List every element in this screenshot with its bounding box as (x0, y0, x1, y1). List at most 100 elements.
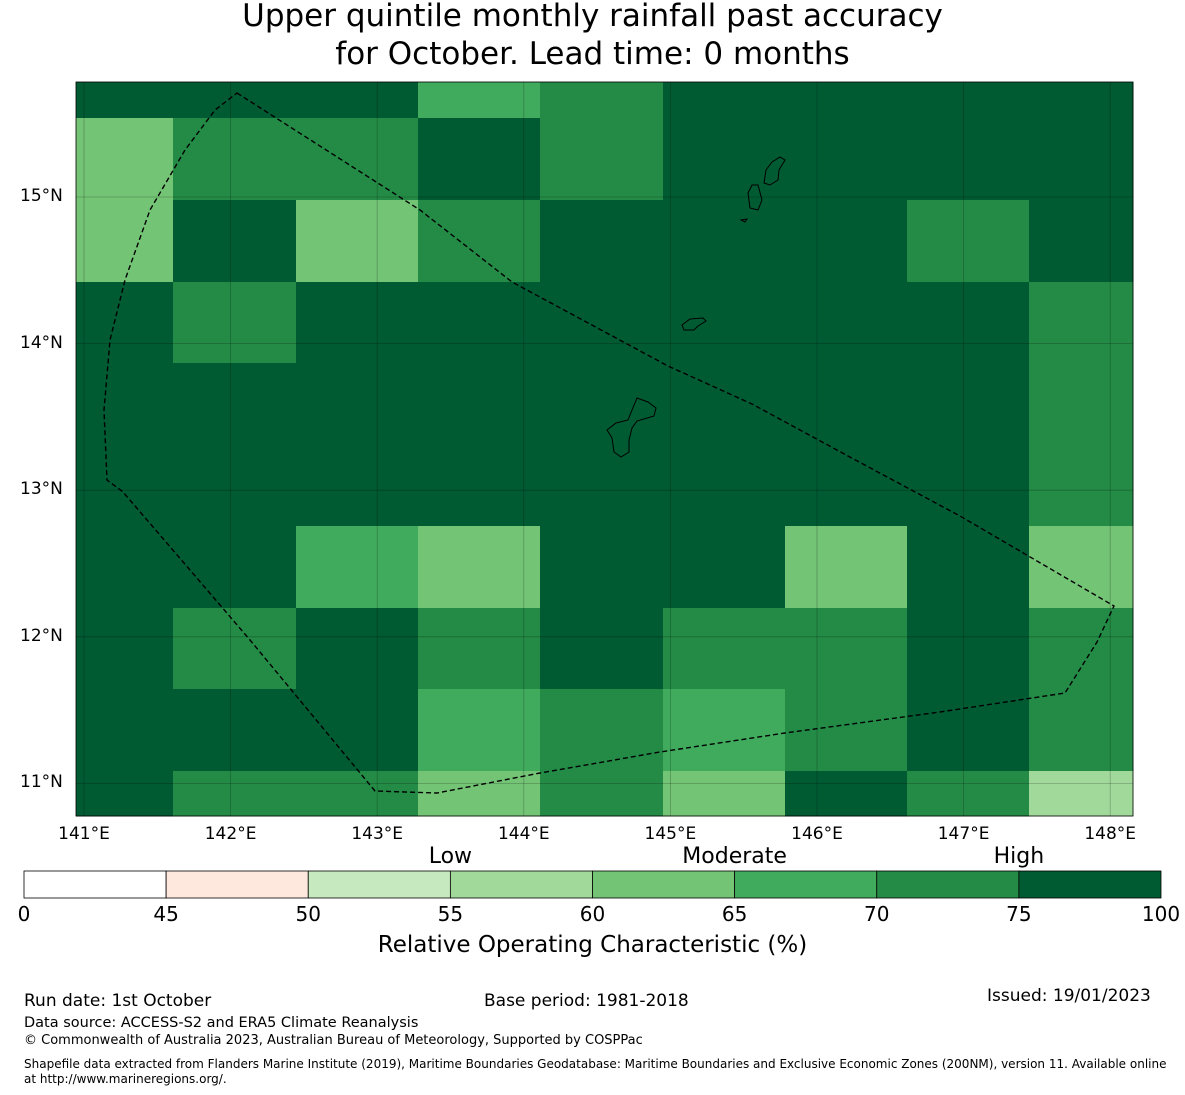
colorbar-segment (592, 870, 736, 899)
grid-cell (76, 118, 174, 201)
grid-cell (173, 282, 297, 364)
islands (606, 156, 786, 458)
map-frame (75, 81, 1134, 817)
grid-cell (173, 689, 297, 772)
grid-cell (76, 82, 174, 119)
grid-cell (296, 282, 419, 364)
grid-cell (540, 689, 664, 772)
grid-cell (418, 689, 541, 772)
colorbar-tick-label: 65 (721, 902, 748, 926)
roc-grid-cells (76, 82, 1134, 817)
grid-cell (173, 363, 297, 446)
colorbar-segment (307, 870, 451, 899)
grid-cell (296, 689, 419, 772)
grid-cell (663, 82, 786, 119)
grid-cell (296, 445, 419, 527)
grid-cell (540, 363, 664, 446)
colorbar-tick-label: 70 (864, 902, 890, 926)
grid-cell (1029, 282, 1134, 364)
grid-cell (540, 445, 664, 527)
colorbar-category-label: Low (428, 844, 473, 869)
colorbar-tick-label: 45 (153, 902, 179, 926)
grid-cell (907, 282, 1030, 364)
grid-cell (296, 608, 419, 690)
lat-tick-label: 15°N (20, 186, 63, 206)
grid-cell (76, 608, 174, 690)
grid-cell (1029, 445, 1134, 527)
grid-cell (296, 526, 419, 609)
grid-cell (173, 118, 297, 201)
colorbar-tick-label: 0 (17, 902, 31, 926)
colorbar-tick-label: 60 (579, 902, 606, 926)
grid-cell (540, 526, 664, 609)
grid-cell (76, 445, 174, 527)
lat-tick-label: 11°N (20, 772, 63, 793)
lon-tick-label: 148°E (1084, 824, 1137, 844)
colorbar (23, 870, 1162, 899)
grid-cell (173, 526, 297, 609)
grid-cell (418, 200, 541, 283)
colorbar-title: Relative Operating Characteristic (%) (377, 932, 808, 958)
issued-date: Issued: 19/01/2023 (987, 986, 1151, 1006)
grid-cell (785, 363, 908, 446)
grid-cell (76, 282, 174, 364)
shapefile-credit-line-1: Shapefile data extracted from Flanders M… (24, 1057, 1167, 1071)
lon-tick-label: 146°E (791, 824, 843, 844)
grid-cell (663, 608, 786, 690)
grid-cell (418, 445, 541, 527)
grid-cell (663, 526, 786, 609)
island-guam (606, 397, 657, 458)
grid-cell (540, 608, 664, 690)
grid-cell (540, 771, 664, 817)
colorbar-tick-label: 100 (1141, 902, 1181, 926)
grid-cell (663, 282, 786, 364)
grid-cell (1029, 526, 1134, 609)
colorbar-segment (449, 870, 593, 899)
grid-cell (173, 608, 297, 690)
graticule-lines (76, 82, 1133, 816)
shapefile-credit-line-2: at http://www.marineregions.org/. (24, 1072, 227, 1086)
colorbar-segment (165, 870, 309, 899)
grid-cell (907, 526, 1030, 609)
colorbar-tick-label: 75 (1006, 902, 1032, 926)
lon-tick-label: 147°E (937, 824, 990, 844)
copyright: © Commonwealth of Australia 2023, Austra… (24, 1033, 643, 1048)
lon-tick-label: 142°E (204, 824, 257, 844)
grid-cell (173, 771, 297, 817)
grid-cell (296, 82, 419, 119)
grid-cell (785, 200, 908, 283)
colorbar-segment (876, 870, 1020, 899)
grid-cell (663, 200, 786, 283)
grid-cell (418, 771, 541, 817)
grid-cell (76, 363, 174, 446)
grid-cell (785, 526, 908, 609)
grid-cell (907, 445, 1030, 527)
colorbar-segment (1018, 870, 1162, 899)
lon-tick-label: 141°E (58, 824, 110, 844)
grid-cell (296, 200, 419, 283)
base-period: Base period: 1981-2018 (484, 991, 689, 1011)
grid-cell (540, 200, 664, 283)
grid-cell (907, 608, 1030, 690)
map-title-line-1: Upper quintile monthly rainfall past acc… (242, 0, 943, 34)
grid-cell (1029, 689, 1134, 772)
grid-cell (173, 200, 297, 283)
grid-cell (785, 608, 908, 690)
island-aguijan (739, 218, 749, 223)
grid-cell (418, 82, 541, 119)
grid-cell (1029, 82, 1134, 119)
grid-cell (907, 363, 1030, 446)
grid-cell (173, 82, 297, 119)
grid-cell (296, 771, 419, 817)
grid-cell (418, 118, 541, 201)
grid-cell (76, 771, 174, 817)
island-saipan (763, 156, 786, 186)
grid-cell (907, 689, 1030, 772)
grid-cell (76, 689, 174, 772)
lat-tick-label: 13°N (20, 479, 63, 500)
grid-cell (1029, 771, 1134, 817)
colorbar-segment (734, 870, 878, 899)
grid-cell (540, 118, 664, 201)
colorbar-tick-label: 50 (295, 902, 321, 926)
eez-boundary (103, 92, 1115, 794)
